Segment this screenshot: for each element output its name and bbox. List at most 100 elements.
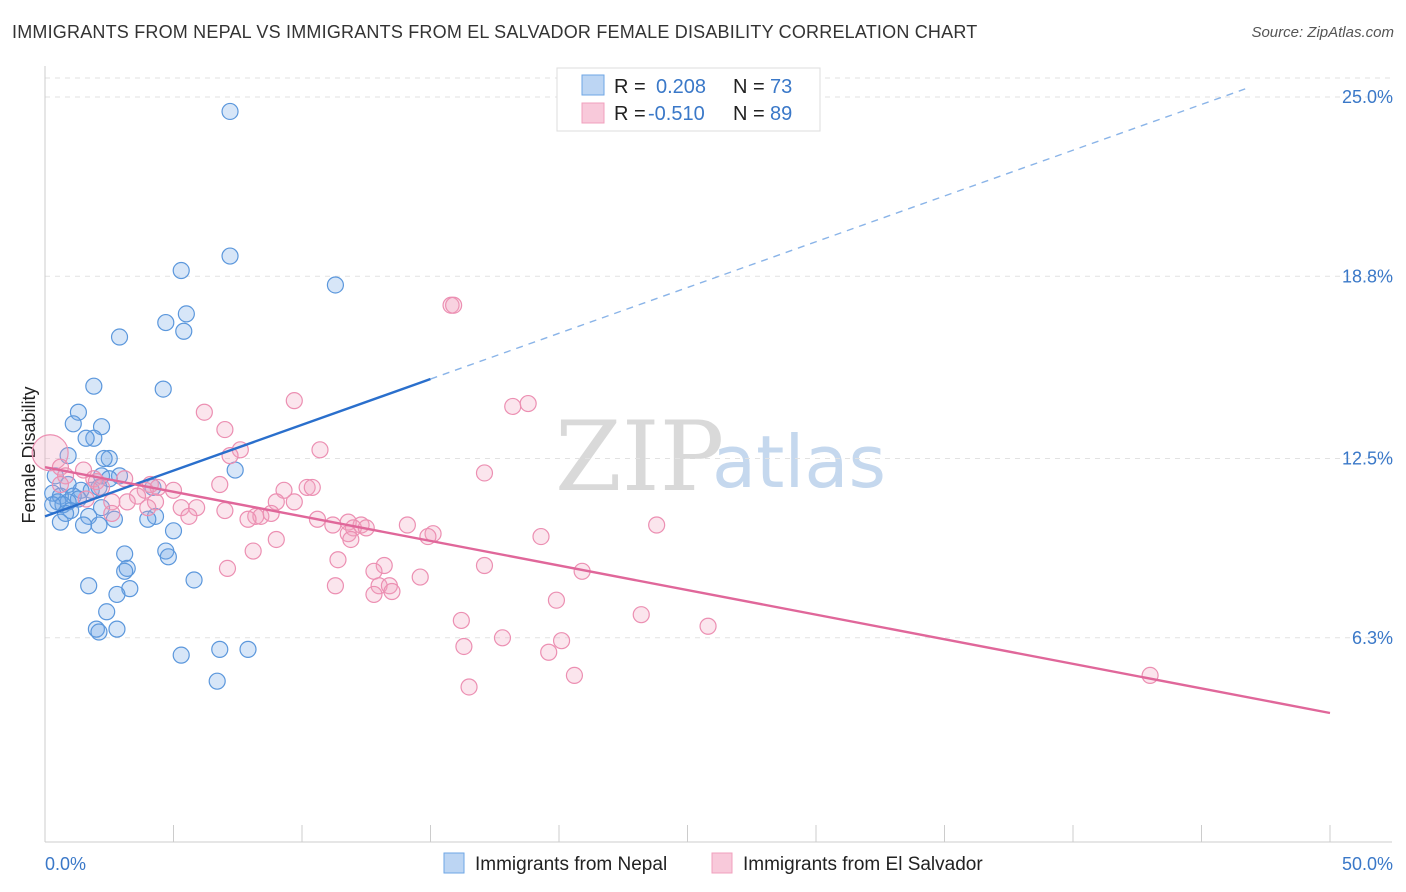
nepal-point (85, 377, 103, 395)
nepal-point (211, 640, 229, 658)
nepal-point (208, 672, 226, 690)
legend-r-value-nepal: 0.208 (656, 76, 706, 98)
watermark: ZIP atlas (555, 401, 886, 513)
elsalvador-point (216, 501, 234, 520)
elsalvador-point (519, 394, 537, 413)
elsalvador-point (285, 392, 303, 410)
legend-r-label-nepal: R = (614, 76, 646, 98)
nepal-point (157, 313, 175, 332)
y-axis-title: Female Disability (19, 386, 39, 523)
x-tick-label-end: 50.0% (1342, 854, 1393, 874)
y-tick-label: 12.5% (1342, 449, 1393, 469)
elsalvador-point (648, 516, 666, 534)
elsalvador-point (475, 556, 494, 575)
legend-r-label-elsalvador: R = (614, 103, 646, 125)
nepal-point (51, 513, 70, 531)
elsalvador-point (383, 582, 401, 601)
elsalvador-point (452, 611, 470, 630)
elsalvador-point (475, 464, 494, 482)
elsalvador-point (365, 562, 383, 580)
nepal-point (172, 646, 190, 664)
nepal-point (172, 261, 190, 280)
nepal-point (175, 322, 193, 340)
legend-swatch-elsalvador (581, 102, 605, 124)
nepal-point (108, 620, 126, 638)
nepal-point (154, 380, 172, 398)
elsalvador-point (195, 403, 213, 421)
elsalvador-point (239, 510, 257, 528)
legend-swatch-nepal (581, 74, 605, 96)
bottom-legend-swatch-nepal (443, 852, 465, 874)
nepal-point (64, 415, 82, 433)
elsalvador-point (326, 577, 345, 595)
bottom-legend-swatch-elsalvador (711, 852, 733, 874)
watermark-atlas: atlas (712, 420, 886, 504)
nepal-point (118, 559, 136, 577)
y-tick-label: 6.3% (1352, 628, 1393, 648)
nepal-point (239, 640, 257, 658)
nepal-point (116, 545, 134, 563)
elsalvador-point (244, 542, 262, 560)
nepal-point (221, 102, 239, 121)
elsalvador-point (375, 556, 393, 575)
nepal-point (326, 276, 345, 294)
nepal-point (177, 305, 195, 323)
nepal-point (90, 623, 108, 641)
elsalvador-point (460, 678, 478, 696)
nepal-point (221, 247, 239, 265)
elsalvador-point (504, 397, 522, 416)
elsalvador-point (565, 666, 584, 685)
elsalvador-point (139, 499, 157, 517)
nepal-point (92, 499, 111, 517)
elsalvador-point (398, 516, 416, 534)
legend-n-label-elsalvador: N = (733, 103, 765, 125)
legend-n-label-nepal: N = (733, 76, 765, 98)
nepal-point (100, 449, 118, 468)
source-credit: Source: ZipAtlas.com (1251, 24, 1394, 41)
bottom-legend: Immigrants from Nepal Immigrants from El… (443, 852, 983, 875)
bottom-legend-label-nepal: Immigrants from Nepal (475, 854, 667, 875)
elsalvador-point (552, 632, 571, 650)
legend-n-value-nepal: 73 (770, 76, 792, 98)
elsalvador-point (180, 507, 198, 525)
nepal-point (77, 429, 95, 447)
legend-r-value-elsalvador: -0.510 (648, 103, 705, 125)
y-tick-label: 25.0% (1342, 87, 1393, 107)
elsalvador-point (329, 551, 347, 569)
nepal-point (226, 461, 244, 479)
elsalvador-point (216, 420, 234, 439)
elsalvador-point (699, 617, 717, 635)
elsalvador-point (285, 493, 303, 511)
elsalvador-point (103, 504, 121, 523)
legend-n-value-elsalvador: 89 (770, 103, 792, 125)
x-tick-labels: 0.0% 50.0% (45, 854, 1393, 874)
trend-line-nepal (44, 377, 431, 518)
elsalvador-point (532, 527, 550, 546)
elsalvador-point (298, 478, 316, 497)
nepal-point (90, 516, 108, 534)
elsalvador-point (342, 530, 360, 549)
trend-line-nepal-extension (430, 88, 1246, 380)
elsalvador-point (324, 516, 342, 534)
nepal-point (164, 522, 183, 540)
elsalvador-point (118, 493, 136, 511)
elsalvador-point (267, 530, 285, 549)
elsalvador-point (493, 629, 512, 647)
elsalvador-point (455, 637, 473, 656)
elsalvador-point (547, 591, 566, 609)
elsalvador-point (365, 585, 383, 604)
nepal-point (116, 562, 134, 580)
stats-legend: R = 0.208 N = 73 R = -0.510 N = 89 (556, 67, 821, 132)
x-tick-label-start: 0.0% (45, 854, 86, 874)
bottom-legend-label-elsalvador: Immigrants from El Salvador (743, 854, 983, 875)
nepal-point (98, 603, 116, 621)
elsalvador-point (211, 475, 229, 494)
elsalvador-point (311, 441, 329, 459)
elsalvador-point (303, 478, 321, 497)
elsalvador-point (262, 504, 280, 523)
elsalvador-point (128, 487, 147, 505)
nepal-point (185, 571, 203, 589)
nepal-point (159, 548, 177, 566)
nepal-point (80, 577, 98, 595)
